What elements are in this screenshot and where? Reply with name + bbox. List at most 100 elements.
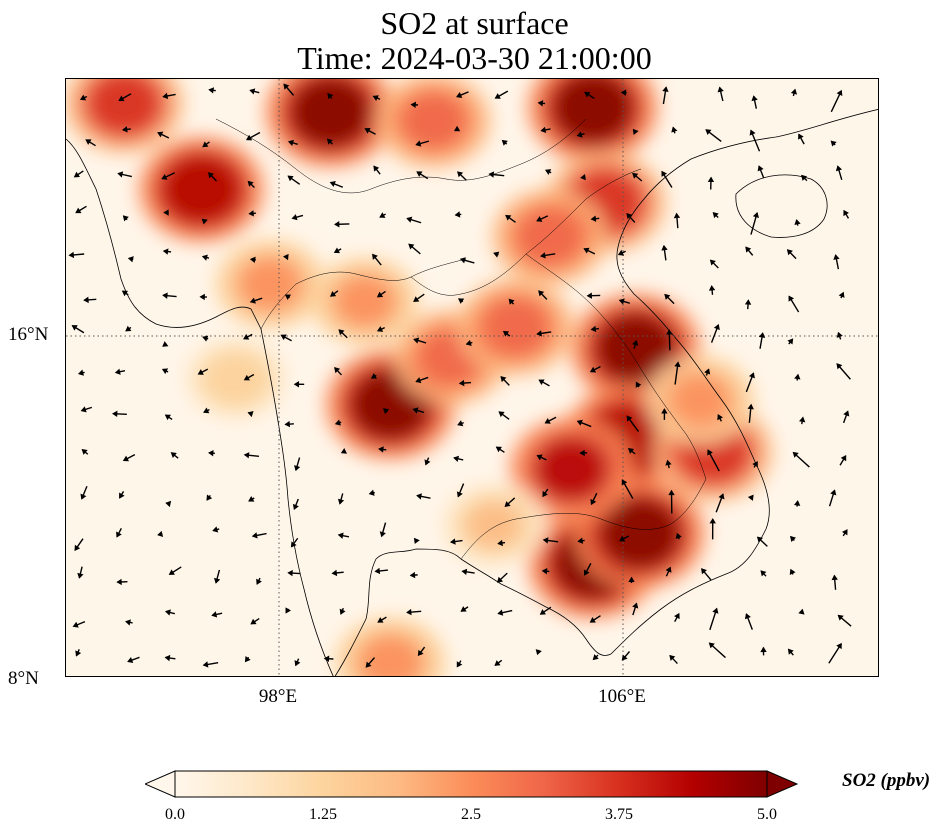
wind-arrow	[498, 411, 510, 420]
wind-arrow	[197, 368, 209, 375]
wind-arrow	[839, 454, 847, 466]
wind-arrow	[331, 569, 344, 577]
wind-arrow	[669, 654, 678, 665]
so2-hotspot-17-layer-2	[335, 276, 395, 327]
wind-arrow	[287, 569, 301, 577]
wind-arrow	[453, 455, 464, 462]
wind-arrow	[501, 139, 508, 146]
wind-arrow	[117, 171, 132, 178]
wind-arrow	[374, 567, 389, 575]
wind-arrow	[541, 568, 550, 575]
wind-arrow	[502, 330, 511, 337]
wind-arrow	[665, 459, 672, 469]
wind-arrow	[165, 609, 176, 616]
wind-arrow	[584, 91, 595, 100]
wind-arrow	[493, 251, 500, 258]
colorbar-tick-1: 1.25	[309, 806, 337, 823]
wind-arrow	[539, 606, 552, 615]
wind-arrow	[794, 373, 801, 381]
wind-arrow	[157, 530, 164, 538]
wind-arrow	[583, 247, 596, 255]
wind-arrow	[662, 86, 669, 105]
wind-arrow	[372, 253, 382, 266]
wind-arrow	[199, 293, 207, 301]
wind-arrow	[621, 651, 631, 661]
wind-arrow	[157, 131, 170, 139]
wind-arrow	[327, 92, 334, 100]
wind-arrow	[339, 607, 346, 615]
wind-arrow	[496, 572, 508, 583]
wind-arrow	[280, 334, 292, 342]
so2-hotspot-2-layer-2	[88, 79, 160, 135]
wind-arrow	[841, 529, 848, 537]
so2-hotspot-0-layer-2	[289, 79, 372, 149]
colorbar-tick-0: 0.0	[165, 806, 185, 823]
wind-arrow	[408, 243, 421, 255]
wind-arrow	[456, 91, 469, 98]
lon-tick-106E: 106°E	[598, 686, 646, 707]
wind-arrow	[162, 292, 177, 299]
wind-arrow	[831, 574, 838, 590]
wind-arrow	[334, 367, 343, 376]
wind-arrow	[248, 496, 255, 502]
wind-arrow	[545, 169, 552, 175]
wind-arrow	[586, 292, 601, 299]
wind-arrow	[668, 489, 675, 514]
colorbar	[145, 770, 799, 798]
wind-arrow	[673, 212, 681, 229]
wind-arrow	[626, 212, 636, 223]
wind-arrow	[542, 488, 549, 498]
wind-arrow	[540, 252, 556, 259]
wind-arrow	[283, 253, 289, 261]
wind-arrow	[828, 642, 842, 664]
so2-hotspot-10-layer-2	[599, 497, 681, 570]
border-cambodia	[460, 478, 707, 560]
wind-arrow	[127, 256, 134, 263]
wind-arrow	[500, 376, 510, 386]
wind-arrow	[747, 403, 754, 423]
wind-arrow	[412, 407, 425, 414]
wind-arrow	[247, 180, 255, 188]
so2-hotspot-3-layer-2	[552, 79, 634, 144]
wind-arrow	[207, 172, 218, 182]
wind-arrow	[538, 290, 548, 300]
wind-arrow	[244, 656, 251, 663]
so2-hotspot-12-layer-2	[516, 207, 584, 266]
wind-arrow	[376, 290, 386, 298]
wind-arrow	[122, 215, 129, 222]
wind-arrow	[163, 209, 169, 216]
wind-arrow	[378, 446, 387, 453]
wind-arrow	[245, 131, 261, 141]
border-north	[215, 118, 587, 194]
wind-arrow	[79, 94, 88, 101]
wind-arrow	[494, 659, 503, 666]
figure-title: SO2 at surface	[380, 5, 569, 41]
wind-arrow	[843, 209, 850, 219]
wind-arrow	[494, 90, 509, 99]
wind-arrow	[745, 372, 755, 393]
wind-arrow	[170, 452, 179, 459]
wind-arrow	[83, 296, 97, 304]
wind-arrow	[365, 657, 376, 668]
so2-hotspot-19-layer-2	[359, 635, 422, 676]
wind-arrow	[294, 457, 301, 472]
wind-arrow	[709, 607, 719, 631]
wind-arrow	[290, 537, 299, 548]
wind-arrow	[787, 648, 794, 656]
wind-arrow	[675, 532, 682, 540]
wind-arrow	[537, 100, 546, 107]
wind-arrow	[789, 568, 796, 575]
wind-arrow	[458, 379, 472, 387]
wind-arrow	[544, 416, 557, 424]
wind-arrow	[329, 181, 344, 188]
wind-arrow	[538, 379, 550, 387]
wind-arrow	[707, 449, 720, 472]
wind-arrow	[75, 205, 87, 214]
wind-arrow	[449, 538, 463, 545]
colorbar-extend-high	[766, 770, 799, 798]
wind-arrow	[202, 335, 209, 342]
wind-arrow	[744, 613, 753, 630]
wind-arrow	[592, 654, 599, 661]
wind-arrow	[798, 133, 805, 145]
wind-arrow	[208, 449, 215, 457]
